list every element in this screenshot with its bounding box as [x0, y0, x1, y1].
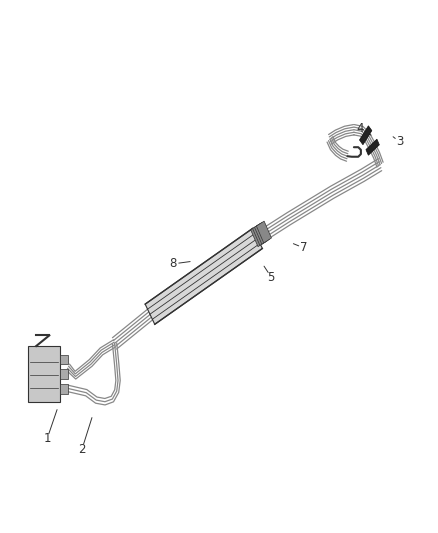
Polygon shape — [253, 224, 268, 245]
Polygon shape — [145, 228, 262, 324]
Polygon shape — [254, 222, 269, 244]
Polygon shape — [60, 384, 68, 394]
Polygon shape — [256, 221, 272, 243]
Polygon shape — [60, 354, 68, 364]
Polygon shape — [60, 369, 68, 379]
Polygon shape — [366, 139, 379, 155]
Text: 8: 8 — [170, 257, 177, 270]
Polygon shape — [28, 346, 60, 402]
Polygon shape — [251, 225, 266, 247]
Text: 3: 3 — [396, 135, 403, 148]
Text: 5: 5 — [268, 271, 275, 284]
Text: 2: 2 — [78, 443, 86, 456]
Text: 4: 4 — [357, 122, 364, 135]
Text: 7: 7 — [300, 241, 307, 254]
Text: 1: 1 — [43, 432, 51, 446]
Polygon shape — [360, 126, 372, 145]
